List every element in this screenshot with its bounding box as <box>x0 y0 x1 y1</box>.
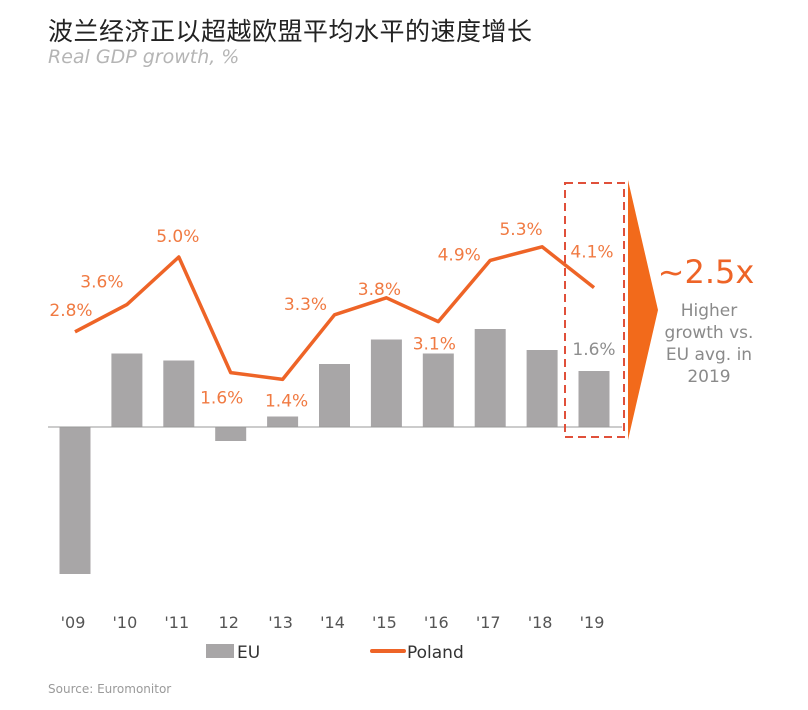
poland-data-label: 4.9% <box>438 245 481 265</box>
poland-line <box>74 245 596 382</box>
eu-bar <box>267 416 299 427</box>
legend-eu-label: EU <box>237 643 260 663</box>
arrow-triangle-icon <box>628 180 658 440</box>
x-tick-label: '14 <box>320 613 345 632</box>
poland-data-label: 3.1% <box>413 335 456 355</box>
x-tick-label: 12 <box>219 613 239 632</box>
poland-data-label: 3.3% <box>284 295 327 315</box>
poland-data-label: 5.3% <box>499 220 542 240</box>
x-tick-label: '19 <box>580 613 605 632</box>
eu-bar <box>526 350 558 427</box>
legend-poland-label: Poland <box>407 643 464 663</box>
poland-data-label: 3.8% <box>358 280 401 300</box>
poland-data-label: 4.1% <box>570 243 613 263</box>
annotation-text: Higher <box>681 301 738 321</box>
x-tick-label: '11 <box>164 613 189 632</box>
x-tick-label: '17 <box>476 613 501 632</box>
annotation-text: 2019 <box>687 367 730 387</box>
eu-bar <box>215 427 247 441</box>
poland-data-label: 1.4% <box>265 391 308 411</box>
annotation-text: EU avg. in <box>666 345 752 365</box>
chart-title: 波兰经济正以超越欧盟平均水平的速度增长 <box>48 17 533 46</box>
eu-bar <box>163 360 195 427</box>
eu-bar <box>370 339 402 427</box>
annotation-multiplier: ~2.5x <box>658 253 755 291</box>
eu-bar <box>59 427 91 574</box>
x-tick-label: '13 <box>268 613 293 632</box>
x-tick-label: '16 <box>424 613 449 632</box>
poland-data-label: 3.6% <box>80 273 123 293</box>
poland-data-label: 2.8% <box>49 301 92 321</box>
x-tick-label: '09 <box>61 613 86 632</box>
poland-data-label: 1.6% <box>200 389 243 409</box>
chart-subtitle: Real GDP growth, % <box>48 46 240 68</box>
legend-eu-swatch <box>206 644 234 658</box>
eu-bar <box>422 353 454 427</box>
eu-bar <box>578 371 610 427</box>
x-tick-label: '10 <box>113 613 138 632</box>
highlight-box <box>564 182 625 438</box>
eu-bar <box>319 364 350 427</box>
x-tick-label: '15 <box>372 613 397 632</box>
annotation-text: growth vs. <box>665 323 754 343</box>
eu-bar <box>474 329 506 427</box>
x-tick-label: '18 <box>528 613 553 632</box>
poland-data-label: 5.0% <box>156 227 199 247</box>
eu-bar <box>111 353 143 427</box>
eu-data-label: 1.6% <box>572 340 615 360</box>
source-note: Source: Euromonitor <box>48 682 172 696</box>
